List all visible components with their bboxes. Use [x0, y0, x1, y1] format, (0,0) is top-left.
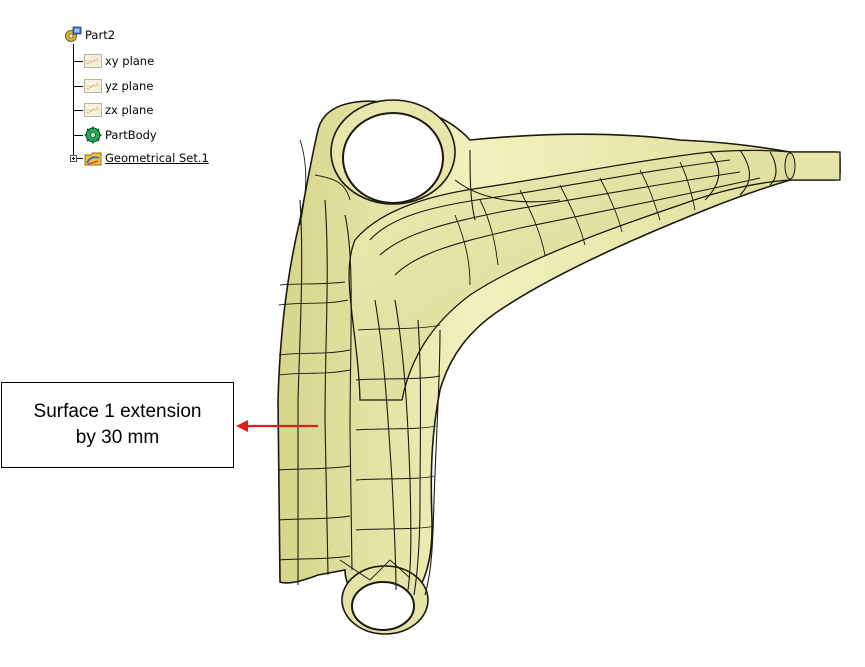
expand-toggle[interactable]: [70, 155, 77, 162]
tree-node-label: xy plane: [105, 54, 155, 68]
end-stub: [789, 151, 841, 181]
geometrical-set-icon: [84, 149, 102, 167]
surface-edges: [297, 149, 777, 596]
top-hole: [342, 112, 444, 204]
callout-arrow: [236, 420, 318, 432]
tree-node-xy-plane[interactable]: xy plane: [84, 52, 154, 70]
tree-connector: [73, 44, 74, 156]
tree-connector: [73, 61, 83, 62]
bottom-hole: [351, 581, 415, 631]
plane-icon: [84, 101, 102, 119]
tree-connector: [73, 158, 83, 159]
tree-connector: [73, 135, 83, 136]
tree-node-label: Geometrical Set.1: [105, 151, 209, 165]
tree-connector: [73, 86, 83, 87]
arm-tube: [348, 149, 791, 401]
specification-tree: Part2 xy plane yz plane: [60, 22, 280, 172]
tree-node-yz-plane[interactable]: yz plane: [84, 77, 153, 95]
annotation-callout: Surface 1 extension by 30 mm: [1, 382, 234, 468]
tree-node-partbody[interactable]: PartBody: [84, 126, 157, 144]
plane-icon: [84, 77, 102, 95]
tree-node-label: Part2: [85, 28, 116, 42]
partbody-icon: [84, 126, 102, 144]
mesh-lines: [278, 139, 696, 581]
tree-node-label: PartBody: [105, 128, 157, 142]
tree-node-geometrical-set[interactable]: Geometrical Set.1: [84, 149, 209, 167]
tree-node-label: yz plane: [105, 79, 154, 93]
tree-node-part2[interactable]: Part2: [64, 26, 115, 44]
tree-node-zx-plane[interactable]: zx plane: [84, 101, 153, 119]
plane-icon: [84, 52, 102, 70]
tree-node-label: zx plane: [105, 103, 154, 117]
end-stub-cap: [784, 152, 796, 180]
part-icon: [64, 26, 82, 44]
tree-connector: [73, 110, 83, 111]
annotation-text: Surface 1 extension by 30 mm: [33, 401, 202, 448]
